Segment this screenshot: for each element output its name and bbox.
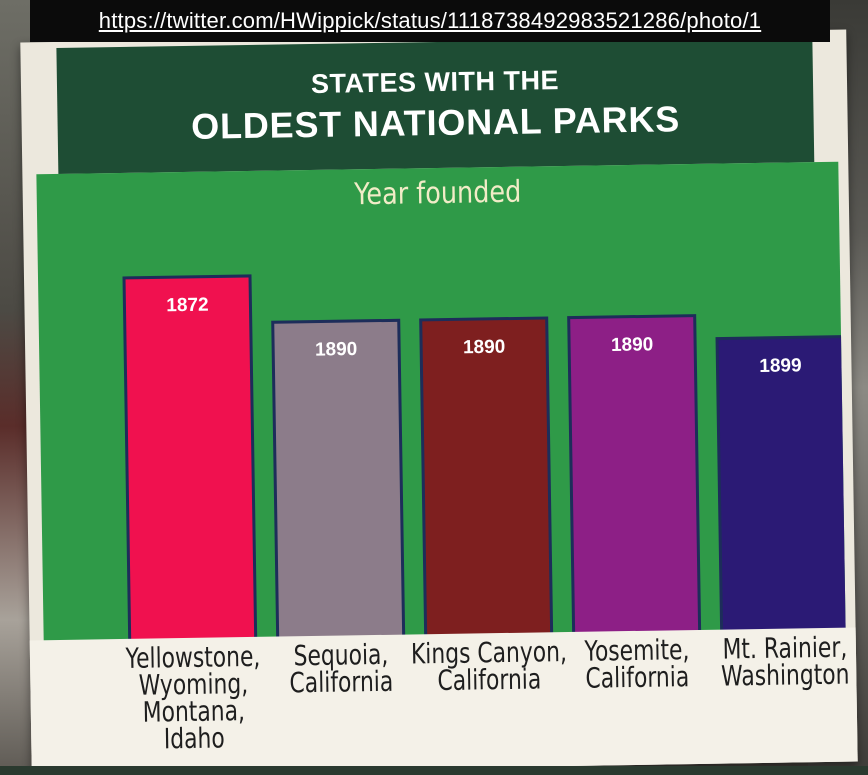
bar-value-label-mt-rainier: 1899 — [759, 355, 802, 377]
bar-mt-rainier — [715, 335, 846, 636]
source-url[interactable]: https://twitter.com/HWippick/status/1118… — [30, 0, 830, 42]
bottom-rule — [0, 766, 868, 775]
bar-value-label-sequoia: 1890 — [315, 339, 358, 361]
bar-yosemite — [567, 314, 702, 638]
bar-kings-canyon — [419, 316, 554, 640]
bar-value-label-yellowstone: 1872 — [166, 295, 209, 317]
chart-poster: STATES WITH THE OLDEST NATIONAL PARKS Ye… — [20, 29, 858, 775]
category-label-mt-rainier: Mt. Rainier, Washington — [720, 630, 850, 693]
title-band: STATES WITH THE OLDEST NATIONAL PARKS — [56, 36, 815, 174]
bar-chart-svg: 1872 1890 1890 1890 1899 — [122, 274, 846, 645]
category-label-sequoia: Sequoia, California — [289, 637, 394, 700]
bar-sequoia — [271, 318, 406, 643]
category-label-yellowstone: Yellowstone, Wyoming, Montana, Idaho — [125, 639, 261, 756]
category-label-yosemite: Yosemite, California — [584, 633, 690, 695]
chart-title-line-1: STATES WITH THE — [310, 64, 560, 99]
category-label-kings-canyon: Kings Canyon, California — [410, 635, 568, 698]
category-labels-band: Yellowstone, Wyoming, Montana, Idaho Sequ… — [29, 627, 858, 775]
bar-value-label-yosemite: 1890 — [611, 334, 654, 356]
chart-title-line-2: OLDEST NATIONAL PARKS — [190, 97, 681, 147]
chart-panel: Year founded 1872 1890 1890 1890 1899 — [36, 161, 846, 645]
bar-value-label-kings-canyon: 1890 — [463, 337, 506, 359]
bar-yellowstone — [122, 274, 258, 645]
